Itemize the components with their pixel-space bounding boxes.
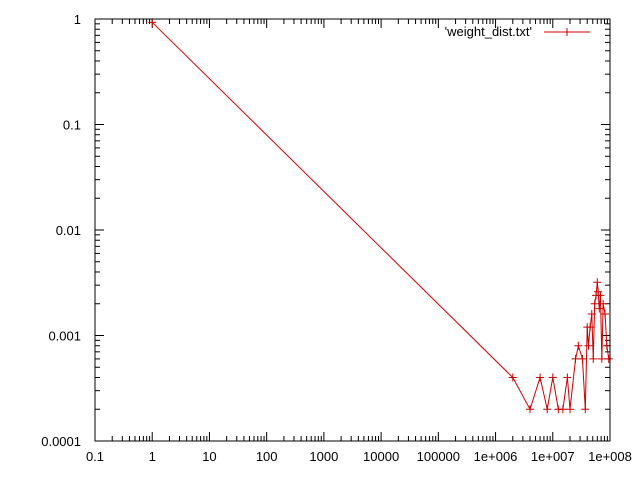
x-tick-label: 1000 bbox=[309, 449, 338, 464]
legend: 'weight_dist.txt' bbox=[445, 24, 590, 39]
series-line bbox=[151, 21, 610, 411]
data-point-marker bbox=[595, 304, 604, 313]
x-tick-label: 0.1 bbox=[86, 449, 104, 464]
data-point-marker bbox=[597, 354, 606, 363]
data-point-marker bbox=[589, 354, 598, 363]
data-point-marker bbox=[526, 405, 535, 414]
data-point-marker bbox=[543, 405, 552, 414]
y-tick-label: 0.01 bbox=[56, 223, 81, 238]
data-point-marker bbox=[574, 341, 583, 350]
axis-tick-labels: 0.1 1 10 100 1000 10000 100000 1e+006 1e+007 1e+0… bbox=[41, 12, 632, 464]
x-tick-label: 1e+006 bbox=[474, 449, 518, 464]
y-tick-label: 0.001 bbox=[48, 329, 81, 344]
series-layer bbox=[148, 18, 613, 414]
data-point-marker bbox=[566, 405, 575, 414]
data-point-marker bbox=[584, 341, 593, 350]
plot-frame bbox=[94, 18, 611, 442]
data-point-marker bbox=[558, 405, 567, 414]
data-point-marker bbox=[587, 309, 596, 318]
data-point-marker bbox=[148, 18, 157, 27]
data-point-marker bbox=[548, 373, 557, 382]
x-tick-label: 1e+007 bbox=[531, 449, 575, 464]
data-point-marker bbox=[602, 341, 611, 350]
data-point-marker bbox=[599, 299, 608, 308]
x-tick-label: 100000 bbox=[417, 449, 460, 464]
x-tick-label: 10 bbox=[202, 449, 216, 464]
data-point-marker bbox=[596, 291, 605, 300]
data-point-marker bbox=[586, 323, 595, 332]
y-tick-label: 0.0001 bbox=[41, 434, 81, 449]
data-point-marker bbox=[601, 309, 610, 318]
legend-marker-sample bbox=[563, 28, 571, 36]
x-tick-label: 1e+008 bbox=[588, 449, 632, 464]
legend-label: 'weight_dist.txt' bbox=[445, 24, 532, 39]
data-point-marker bbox=[590, 299, 599, 308]
x-tick-label: 100 bbox=[256, 449, 278, 464]
data-point-marker bbox=[581, 405, 590, 414]
y-tick-label: 1 bbox=[74, 12, 81, 27]
y-tick-label: 0.1 bbox=[63, 118, 81, 133]
data-point-marker bbox=[571, 354, 580, 363]
data-point-marker bbox=[536, 373, 545, 382]
data-point-marker bbox=[508, 373, 517, 382]
x-tick-label: 10000 bbox=[363, 449, 399, 464]
data-point-marker bbox=[593, 278, 602, 287]
x-tick-label: 1 bbox=[149, 449, 156, 464]
data-point-marker bbox=[563, 373, 572, 382]
data-point-marker bbox=[578, 354, 587, 363]
data-point-marker bbox=[604, 354, 613, 363]
